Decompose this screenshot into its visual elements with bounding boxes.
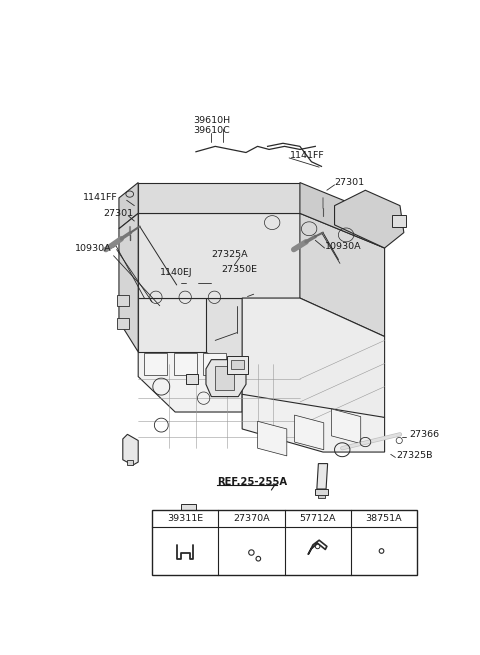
Polygon shape xyxy=(203,354,226,375)
Text: 27301: 27301 xyxy=(335,178,365,187)
Text: REF.25-255A: REF.25-255A xyxy=(217,477,287,487)
Polygon shape xyxy=(242,394,384,452)
Bar xyxy=(152,510,417,575)
Polygon shape xyxy=(242,298,384,417)
Text: 27350E: 27350E xyxy=(221,265,257,274)
Polygon shape xyxy=(258,421,287,456)
Text: 39610H: 39610H xyxy=(193,117,230,126)
Polygon shape xyxy=(392,215,406,227)
Polygon shape xyxy=(123,434,138,465)
Text: 27366: 27366 xyxy=(409,430,439,439)
Polygon shape xyxy=(144,354,168,375)
Text: 38751A: 38751A xyxy=(365,514,402,523)
Polygon shape xyxy=(211,510,227,520)
Polygon shape xyxy=(300,183,384,248)
Polygon shape xyxy=(180,504,196,515)
Polygon shape xyxy=(317,464,328,489)
Text: 39610C: 39610C xyxy=(193,126,230,135)
Polygon shape xyxy=(215,365,234,390)
Polygon shape xyxy=(206,360,246,397)
Polygon shape xyxy=(138,214,300,298)
Polygon shape xyxy=(227,356,248,373)
Text: 1141FF: 1141FF xyxy=(290,151,324,160)
Text: 39311E: 39311E xyxy=(167,514,203,523)
Polygon shape xyxy=(174,354,197,375)
Text: 27325A: 27325A xyxy=(211,250,248,259)
Polygon shape xyxy=(295,415,324,450)
Polygon shape xyxy=(335,190,404,248)
Polygon shape xyxy=(315,489,328,495)
Polygon shape xyxy=(252,510,267,520)
Text: 1141FF: 1141FF xyxy=(83,193,118,202)
Polygon shape xyxy=(138,352,242,412)
Text: 1140EJ: 1140EJ xyxy=(160,268,192,277)
Text: 57712A: 57712A xyxy=(300,514,336,523)
Polygon shape xyxy=(186,373,198,384)
Polygon shape xyxy=(138,183,300,214)
Polygon shape xyxy=(119,214,138,352)
Polygon shape xyxy=(138,298,242,352)
Text: 27325B: 27325B xyxy=(396,451,432,460)
Polygon shape xyxy=(127,460,133,465)
Polygon shape xyxy=(119,183,138,229)
Text: 27370A: 27370A xyxy=(233,514,270,523)
Polygon shape xyxy=(318,495,324,498)
Text: 10930A: 10930A xyxy=(75,244,112,252)
Polygon shape xyxy=(230,360,244,369)
Polygon shape xyxy=(117,318,129,329)
Polygon shape xyxy=(300,214,384,337)
Polygon shape xyxy=(117,295,129,306)
Text: 27301: 27301 xyxy=(104,209,133,218)
Polygon shape xyxy=(332,409,361,443)
Text: 10930A: 10930A xyxy=(325,242,362,251)
Polygon shape xyxy=(206,298,242,377)
